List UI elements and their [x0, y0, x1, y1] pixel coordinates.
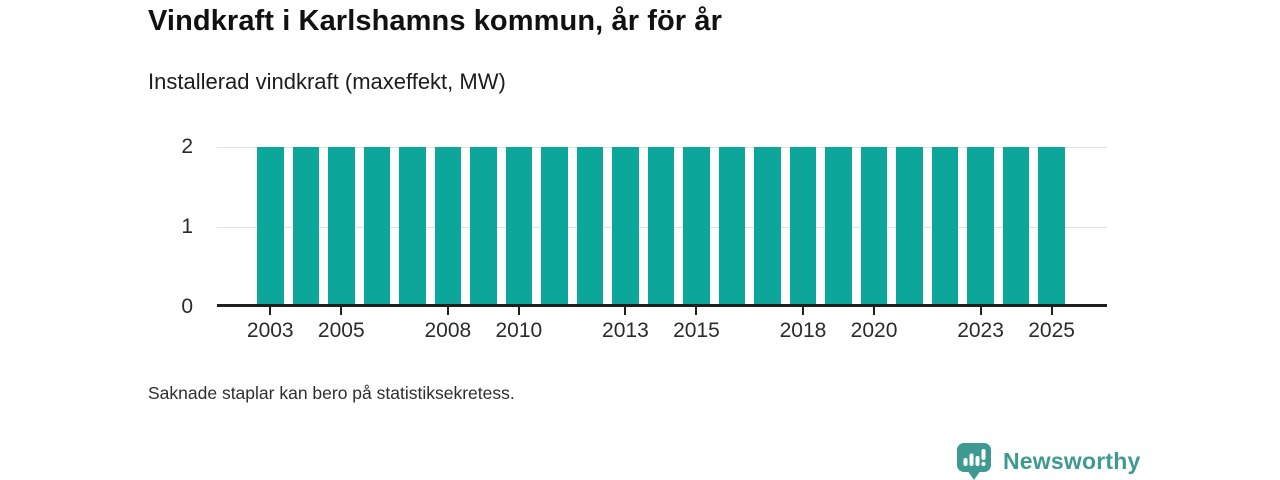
- bar-slot-2018: 2018: [780, 147, 826, 342]
- bar-2025: [1038, 147, 1065, 304]
- bar-2007: [399, 147, 426, 304]
- bar-2005: [328, 147, 355, 304]
- bar-2010: [505, 147, 533, 304]
- bar-chart-speech-bubble-icon: [957, 443, 991, 480]
- bar-2013: [612, 147, 639, 304]
- bar-slot-2016: [718, 147, 746, 304]
- bar-slot-2024: [1002, 147, 1030, 304]
- y-tick-label-0: 0: [181, 295, 193, 318]
- bar-2018: [789, 147, 817, 304]
- bar-2021: [896, 147, 923, 304]
- plot-area: 2003 2005 2008 2010 2013 2015 2018 2020 2023 2025: [217, 147, 1107, 342]
- bar-slot-2020: 2020: [851, 147, 897, 342]
- x-tick-label-2025: 2025: [1028, 319, 1075, 342]
- bar-2014: [647, 147, 675, 304]
- bar-2016: [718, 147, 746, 304]
- bar-2017: [754, 147, 781, 304]
- bar-slot-2021: [896, 147, 923, 304]
- bar-2020: [860, 147, 888, 304]
- x-tick-label-2023: 2023: [957, 319, 1004, 342]
- y-tick-label-2: 2: [181, 135, 193, 158]
- bar-slot-2011: [541, 147, 568, 304]
- x-tick-2025: [1050, 307, 1053, 315]
- bar-slot-2017: [754, 147, 781, 304]
- bar-slot-2010: 2010: [496, 147, 542, 342]
- bar-slot-2022: [931, 147, 959, 304]
- x-tick-2005: [340, 307, 343, 315]
- footnote: Saknade staplar kan bero på statistiksek…: [148, 383, 515, 403]
- bar-2015: [683, 147, 710, 304]
- bar-2023: [967, 147, 994, 304]
- bar-slot-2006: [363, 147, 391, 304]
- x-tick-2008: [446, 307, 449, 315]
- x-tick-label-2020: 2020: [850, 319, 898, 342]
- x-tick-2003: [269, 307, 272, 315]
- chart-title: Vindkraft i Karlshamns kommun, år för år: [148, 5, 722, 37]
- bar-slot-2009: [470, 147, 497, 304]
- x-tick-label-2003: 2003: [246, 319, 294, 342]
- x-tick-2010: [517, 307, 520, 315]
- bar-slot-2019: [825, 147, 852, 304]
- x-tick-2023: [979, 307, 982, 315]
- x-tick-2015: [695, 307, 698, 315]
- x-tick-label-2018: 2018: [779, 319, 827, 342]
- bar-slot-2025: 2025: [1028, 147, 1075, 342]
- x-tick-2020: [873, 307, 876, 315]
- y-tick-label-1: 1: [181, 215, 193, 238]
- bar-2004: [292, 147, 320, 304]
- bar-2009: [470, 147, 497, 304]
- x-tick-2013: [624, 307, 627, 315]
- x-tick-label-2008: 2008: [424, 319, 472, 342]
- logo-wordmark: Newsworthy: [1003, 448, 1141, 474]
- x-tick-label-2015: 2015: [673, 319, 720, 342]
- x-tick-label-2010: 2010: [495, 319, 543, 342]
- bar-2011: [541, 147, 568, 304]
- bar-slot-2007: [399, 147, 426, 304]
- x-tick-label-2005: 2005: [317, 319, 365, 342]
- x-tick-label-2013: 2013: [602, 319, 649, 342]
- bar-slot-2008: 2008: [424, 147, 471, 342]
- bar-slot-2014: [647, 147, 675, 304]
- x-tick-2018: [801, 307, 804, 315]
- bars-container: 2003 2005 2008 2010 2013 2015 2018 2020 2023 2025: [217, 147, 1107, 342]
- bar-2024: [1002, 147, 1030, 304]
- bar-2008: [434, 147, 462, 304]
- bar-slot-2012: [576, 147, 604, 304]
- bar-2012: [576, 147, 604, 304]
- bar-slot-2005: 2005: [318, 147, 365, 342]
- bar-slot-2015: 2015: [673, 147, 720, 342]
- bar-2022: [931, 147, 959, 304]
- newsworthy-logo: Newsworthy: [956, 442, 1140, 480]
- bar-slot-2003: 2003: [247, 147, 294, 342]
- bar-slot-2004: [292, 147, 320, 304]
- y-axis: 0 1 2: [140, 135, 205, 318]
- bar-slot-2013: 2013: [602, 147, 649, 342]
- bar-slot-2023: 2023: [957, 147, 1004, 342]
- bar-2003: [257, 147, 284, 304]
- bar-2006: [363, 147, 391, 304]
- bar-2019: [825, 147, 852, 304]
- chart-subtitle: Installerad vindkraft (maxeffekt, MW): [148, 69, 506, 94]
